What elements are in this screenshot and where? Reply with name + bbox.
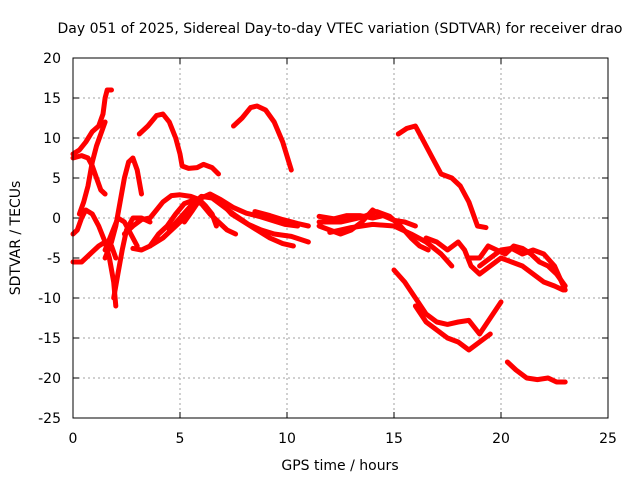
x-tick-label: 5 bbox=[176, 431, 185, 447]
series-track-05 bbox=[76, 119, 108, 217]
y-tick-label: 20 bbox=[43, 51, 61, 67]
series-track-27 bbox=[504, 359, 568, 385]
x-tick-label: 15 bbox=[385, 431, 403, 447]
series-track-01 bbox=[70, 87, 114, 157]
series-track-16 bbox=[252, 209, 311, 229]
y-tick-label: 15 bbox=[43, 91, 61, 107]
y-tick-label: -15 bbox=[38, 331, 61, 347]
y-axis-label: SDTVAR / TECUs bbox=[8, 181, 24, 296]
series-track-19 bbox=[316, 209, 431, 253]
series-track-18 bbox=[316, 213, 418, 229]
series-track-24 bbox=[423, 235, 566, 293]
series-track-26 bbox=[477, 245, 568, 293]
y-tick-label: 10 bbox=[43, 131, 61, 147]
series-track-10 bbox=[136, 111, 221, 177]
y-tick-label: 5 bbox=[52, 171, 61, 187]
y-tick-label: 0 bbox=[52, 211, 61, 227]
plot-frame bbox=[72, 57, 609, 419]
y-tick-label: -5 bbox=[47, 251, 61, 267]
series-track-11 bbox=[130, 197, 239, 253]
x-tick-label: 10 bbox=[278, 431, 296, 447]
x-tick-label: 0 bbox=[69, 431, 78, 447]
x-axis-label: GPS time / hours bbox=[281, 458, 398, 474]
series-track-03 bbox=[70, 207, 119, 309]
tick-layer: -25 -20 -15 -10 -5 0 5 10 15 20 0 5 10 15 20 25 bbox=[38, 51, 617, 447]
series-track-25 bbox=[466, 243, 568, 289]
y-tick-label: -25 bbox=[38, 411, 61, 427]
series-track-14 bbox=[181, 193, 296, 249]
chart-title: Day 051 of 2025, Sidereal Day-to-day VTE… bbox=[57, 21, 622, 37]
series-track-21 bbox=[395, 123, 489, 231]
series-track-23 bbox=[412, 303, 493, 353]
series-track-22 bbox=[391, 267, 504, 337]
series-layer bbox=[70, 87, 568, 385]
x-tick-label: 25 bbox=[599, 431, 617, 447]
series-track-20 bbox=[327, 221, 455, 269]
series-track-07 bbox=[102, 215, 140, 253]
y-tick-label: -10 bbox=[38, 291, 61, 307]
y-tick-label: -20 bbox=[38, 371, 61, 387]
grid-layer bbox=[73, 58, 608, 418]
series-track-15 bbox=[231, 103, 294, 173]
x-tick-label: 20 bbox=[492, 431, 510, 447]
